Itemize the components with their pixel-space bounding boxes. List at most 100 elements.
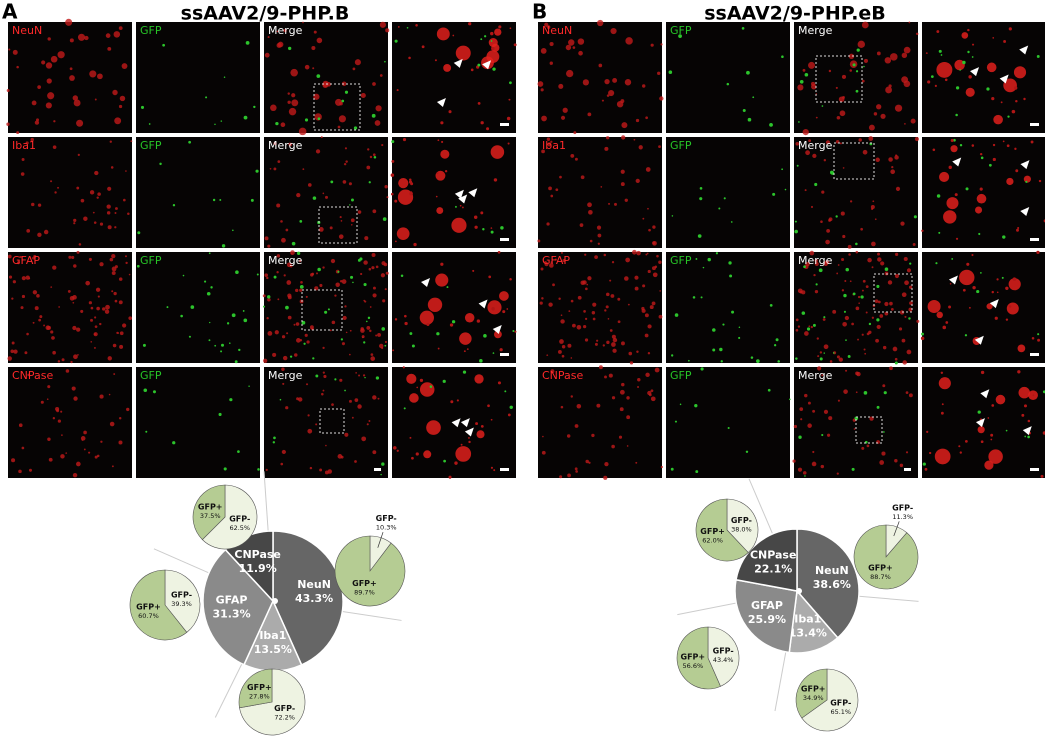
cell-signal xyxy=(391,140,395,144)
cell-signal xyxy=(674,313,679,317)
cell-signal xyxy=(180,314,183,318)
micrograph xyxy=(264,367,388,478)
cell-signal xyxy=(509,277,512,281)
cell-signal xyxy=(352,67,356,71)
channel-label: GFAP xyxy=(12,254,40,267)
cell-signal xyxy=(287,92,290,95)
cell-signal xyxy=(382,217,387,221)
cell-signal xyxy=(916,319,920,323)
cell-signal xyxy=(712,348,716,352)
cell-signal xyxy=(871,266,874,269)
cell-signal xyxy=(210,286,213,289)
cell-signal xyxy=(324,310,328,314)
cell-signal xyxy=(746,70,750,75)
cell-signal xyxy=(1036,250,1040,254)
cell-signal xyxy=(1012,277,1017,281)
cell-signal xyxy=(32,290,38,295)
cell-signal xyxy=(477,102,481,105)
cell-signal xyxy=(541,297,544,300)
cell-signal xyxy=(845,369,848,372)
cell-signal xyxy=(16,131,20,135)
cell-signal xyxy=(752,96,755,99)
cell-signal xyxy=(652,225,656,229)
cell-signal xyxy=(16,65,19,69)
cell-signal xyxy=(540,47,547,54)
slice-value: 43.3% xyxy=(295,592,333,605)
cell-signal xyxy=(795,357,798,360)
cell-signal xyxy=(435,273,449,287)
cell-signal xyxy=(700,296,703,299)
cell-signal xyxy=(130,140,133,143)
cell-signal xyxy=(162,43,166,47)
cell-signal xyxy=(795,318,799,322)
cell-signal xyxy=(894,273,900,279)
cell-signal xyxy=(479,359,483,363)
cell-signal xyxy=(490,466,494,469)
cell-signal xyxy=(46,398,49,401)
cell-signal xyxy=(1017,226,1020,230)
arrowhead xyxy=(421,277,431,287)
cell-signal xyxy=(99,262,104,267)
cell-signal xyxy=(984,460,994,470)
cell-signal xyxy=(348,182,352,186)
cell-signal xyxy=(550,369,555,374)
cell-signal xyxy=(286,280,292,285)
cell-signal xyxy=(976,193,987,204)
cell-signal xyxy=(492,352,495,354)
cell-signal xyxy=(668,70,673,75)
cell-signal xyxy=(266,317,269,320)
arrowhead xyxy=(482,60,492,70)
cell-signal xyxy=(600,186,603,188)
cell-signal xyxy=(408,56,411,60)
cell-signal xyxy=(36,294,40,298)
cell-signal xyxy=(980,156,984,160)
micrograph xyxy=(794,22,918,133)
cell-signal xyxy=(352,281,354,284)
cell-signal xyxy=(370,353,374,356)
cell-signal xyxy=(298,397,303,402)
cell-signal xyxy=(476,319,481,323)
cell-signal xyxy=(660,43,663,46)
cell-signal xyxy=(871,316,875,319)
channel-label: CNPase xyxy=(12,369,54,382)
cell-signal xyxy=(958,445,961,448)
slice-name: Iba1 xyxy=(259,629,286,642)
leader-line xyxy=(893,521,900,537)
cell-signal xyxy=(253,105,256,109)
cell-signal xyxy=(1002,235,1006,239)
cell-signal xyxy=(922,462,926,466)
cell-signal xyxy=(841,74,847,79)
cell-signal xyxy=(838,357,843,362)
cell-signal xyxy=(874,299,879,304)
cell-signal xyxy=(949,282,952,285)
cell-signal xyxy=(231,313,236,318)
micrograph xyxy=(136,22,260,133)
cell-signal xyxy=(455,205,457,208)
cell-signal xyxy=(835,86,838,90)
cell-signal xyxy=(477,63,481,67)
cell-signal xyxy=(208,339,211,342)
cell-signal xyxy=(607,318,610,320)
cell-signal xyxy=(961,32,969,39)
cell-signal xyxy=(813,273,816,277)
cell-signal xyxy=(959,143,963,147)
cell-signal xyxy=(855,306,860,311)
cell-signal xyxy=(767,388,771,392)
cell-signal xyxy=(435,170,446,181)
cell-signal xyxy=(137,231,141,235)
cell-signal xyxy=(619,389,625,395)
slice-value: 72.2% xyxy=(274,714,295,722)
cell-signal xyxy=(426,322,430,326)
cell-signal xyxy=(898,327,903,331)
cell-signal xyxy=(219,198,222,201)
cell-signal xyxy=(879,460,885,465)
cell-signal xyxy=(1005,429,1008,432)
cell-signal xyxy=(419,378,424,383)
cell-signal xyxy=(609,279,612,282)
micrograph-signal xyxy=(7,250,133,364)
cell-signal xyxy=(855,242,858,246)
cell-signal xyxy=(419,310,435,325)
cell-signal xyxy=(125,261,128,265)
cell-signal xyxy=(371,113,376,118)
channel-label: Merge xyxy=(268,369,303,382)
